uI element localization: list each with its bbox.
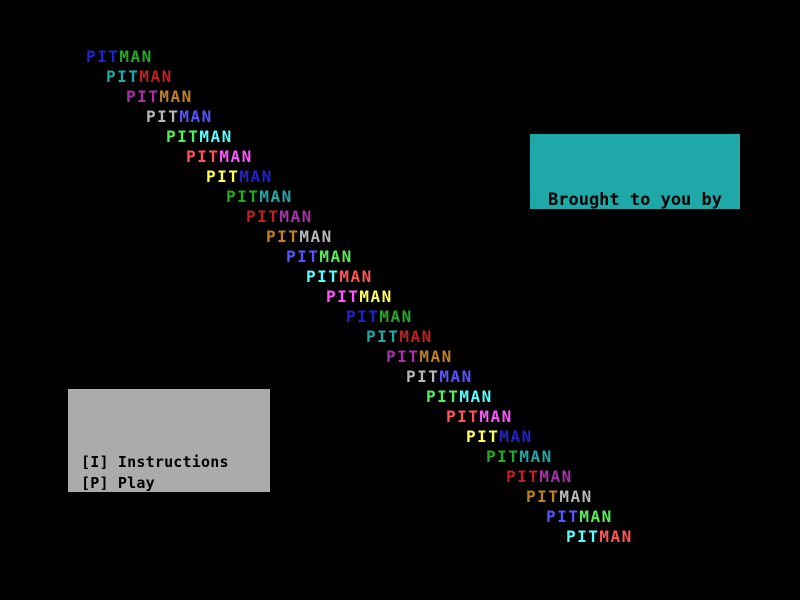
pitman-word-pit: PIT xyxy=(346,307,380,326)
pitman-word-man: MAN xyxy=(359,287,393,306)
pitman-word-man: MAN xyxy=(179,107,213,126)
pitman-word-man: MAN xyxy=(219,147,253,166)
pitman-line: PITMAN xyxy=(86,49,153,65)
pitman-word-man: MAN xyxy=(119,47,153,66)
pitman-word-pit: PIT xyxy=(366,327,400,346)
pitman-word-man: MAN xyxy=(519,447,553,466)
pitman-line: PITMAN xyxy=(106,69,173,85)
pitman-word-pit: PIT xyxy=(506,467,540,486)
pitman-line: PITMAN xyxy=(446,409,513,425)
pitman-word-man: MAN xyxy=(379,307,413,326)
pitman-word-man: MAN xyxy=(199,127,233,146)
menu-item-starting-level[interactable]: [S] Starting level xyxy=(81,495,248,513)
menu-box: [I] Instructions [P] Play [S] Starting lev… xyxy=(68,389,270,513)
pitman-word-man: MAN xyxy=(439,367,473,386)
pitman-word-man: MAN xyxy=(399,327,433,346)
pitman-word-pit: PIT xyxy=(546,507,580,526)
credit-line-2: hitchhikr Softworks xyxy=(537,253,733,273)
pitman-word-man: MAN xyxy=(419,347,453,366)
pitman-word-man: MAN xyxy=(319,247,353,266)
pitman-line: PITMAN xyxy=(186,149,253,165)
pitman-word-pit: PIT xyxy=(426,387,460,406)
pitman-line: PITMAN xyxy=(246,209,313,225)
pitman-line: PITMAN xyxy=(386,349,453,365)
pitman-word-pit: PIT xyxy=(126,87,160,106)
pitman-word-pit: PIT xyxy=(186,147,220,166)
pitman-word-pit: PIT xyxy=(446,407,480,426)
pitman-line: PITMAN xyxy=(146,109,213,125)
pitman-line: PITMAN xyxy=(426,389,493,405)
pitman-word-man: MAN xyxy=(579,507,613,526)
pitman-line: PITMAN xyxy=(366,329,433,345)
pitman-word-pit: PIT xyxy=(486,447,520,466)
pitman-word-pit: PIT xyxy=(406,367,440,386)
pitman-line: PITMAN xyxy=(406,369,473,385)
pitman-line: PITMAN xyxy=(546,509,613,525)
pitman-word-pit: PIT xyxy=(286,247,320,266)
pitman-line: PITMAN xyxy=(506,469,573,485)
pitman-word-man: MAN xyxy=(159,87,193,106)
pitman-word-man: MAN xyxy=(539,467,573,486)
pitman-word-pit: PIT xyxy=(266,227,300,246)
pitman-word-man: MAN xyxy=(139,67,173,86)
pitman-line: PITMAN xyxy=(346,309,413,325)
pitman-word-man: MAN xyxy=(339,267,373,286)
pitman-word-pit: PIT xyxy=(326,287,360,306)
pitman-word-pit: PIT xyxy=(166,127,200,146)
pitman-line: PITMAN xyxy=(526,489,593,505)
menu-item-play[interactable]: [P] Play xyxy=(81,474,155,492)
pitman-line: PITMAN xyxy=(306,269,373,285)
pitman-line: PITMAN xyxy=(206,169,273,185)
pitman-line: PITMAN xyxy=(326,289,393,305)
pitman-word-pit: PIT xyxy=(106,67,140,86)
pitman-word-man: MAN xyxy=(599,527,633,546)
pitman-word-man: MAN xyxy=(499,427,533,446)
pitman-line: PITMAN xyxy=(126,89,193,105)
pitman-word-man: MAN xyxy=(239,167,273,186)
pitman-line: PITMAN xyxy=(566,529,633,545)
pitman-line: PITMAN xyxy=(266,229,333,245)
pitman-word-man: MAN xyxy=(479,407,513,426)
pitman-word-pit: PIT xyxy=(466,427,500,446)
pitman-line: PITMAN xyxy=(226,189,293,205)
pitman-word-pit: PIT xyxy=(206,167,240,186)
pitman-word-pit: PIT xyxy=(526,487,560,506)
pitman-word-man: MAN xyxy=(299,227,333,246)
credit-line-1: Brought to you by xyxy=(548,190,722,210)
pitman-word-man: MAN xyxy=(459,387,493,406)
pitman-word-pit: PIT xyxy=(226,187,260,206)
pitman-word-man: MAN xyxy=(279,207,313,226)
pitman-line: PITMAN xyxy=(486,449,553,465)
pitman-line: PITMAN xyxy=(466,429,533,445)
pitman-line: PITMAN xyxy=(286,249,353,265)
pitman-word-man: MAN xyxy=(559,487,593,506)
pitman-word-pit: PIT xyxy=(386,347,420,366)
pitman-word-man: MAN xyxy=(259,187,293,206)
menu-list: [I] Instructions [P] Play [S] Starting lev… xyxy=(81,452,270,515)
menu-item-instructions[interactable]: [I] Instructions xyxy=(81,453,229,471)
pitman-line: PITMAN xyxy=(166,129,233,145)
pitman-word-pit: PIT xyxy=(246,207,280,226)
pitman-word-pit: PIT xyxy=(566,527,600,546)
credit-box: Brought to you by hitchhikr Softworks xyxy=(530,134,740,273)
pitman-word-pit: PIT xyxy=(86,47,120,66)
pitman-word-pit: PIT xyxy=(146,107,180,126)
pitman-word-pit: PIT xyxy=(306,267,340,286)
